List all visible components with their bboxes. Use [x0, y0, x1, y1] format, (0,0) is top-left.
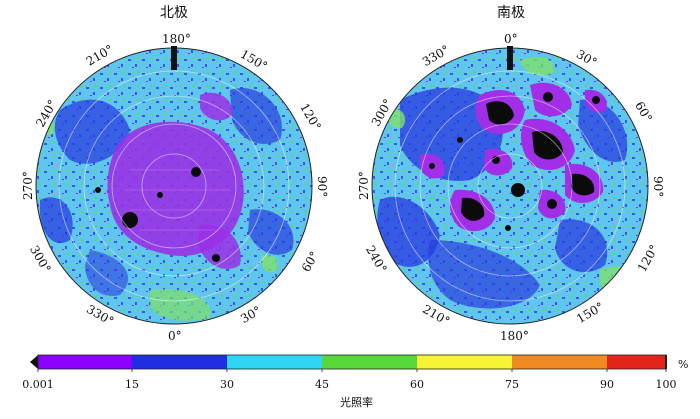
- colorbar-tick-label: 75: [505, 378, 519, 391]
- colorbar-tick-label: 30: [220, 378, 234, 391]
- colorbar: 0.001 15 30 45 60 75 90 100 % 光照率: [22, 354, 688, 409]
- south-label-0: 0°: [504, 32, 518, 46]
- colorbar-tick-label: 90: [600, 378, 614, 391]
- north-label-90: 90°: [315, 176, 329, 197]
- colorbar-segment-6: [607, 355, 666, 369]
- colorbar-tick-label: 15: [125, 378, 139, 391]
- north-label-120: 120°: [297, 101, 324, 133]
- south-label-180: 180°: [500, 329, 529, 343]
- north-label-60: 60°: [299, 249, 322, 274]
- south-label-270: 270°: [357, 171, 371, 200]
- colorbar-segment-2: [227, 355, 322, 369]
- south-label-90: 90°: [651, 176, 665, 197]
- colorbar-tick-label: 60: [410, 378, 424, 391]
- north-label-270: 270°: [21, 171, 35, 200]
- north-title: 北极: [160, 5, 188, 21]
- north-pole-map: [35, 46, 313, 325]
- north-label-180: 180°: [162, 32, 191, 46]
- north-label-300: 300°: [27, 243, 54, 275]
- colorbar-segment-4: [417, 355, 512, 369]
- colorbar-min-arrow: [30, 355, 38, 369]
- north-label-0: 0°: [168, 329, 182, 343]
- south-label-240: 240°: [363, 243, 390, 275]
- south-title: 南极: [497, 5, 525, 21]
- colorbar-tick-label: 100: [656, 378, 677, 391]
- colorbar-tick-label: 45: [315, 378, 329, 391]
- south-pole-map: [371, 46, 649, 325]
- colorbar-unit: %: [678, 358, 688, 371]
- north-label-30: 30°: [238, 303, 263, 326]
- colorbar-segment-1: [132, 355, 227, 369]
- colorbar-segment-0: [38, 355, 132, 369]
- colorbar-segment-5: [512, 355, 607, 369]
- south-label-120: 120°: [635, 242, 662, 274]
- colorbar-segment-3: [322, 355, 417, 369]
- north-meridian-marker: [171, 46, 177, 70]
- south-meridian-marker: [507, 46, 513, 70]
- colorbar-tick-label: 0.001: [22, 378, 54, 391]
- south-label-60: 60°: [632, 99, 655, 124]
- colorbar-title: 光照率: [340, 395, 373, 409]
